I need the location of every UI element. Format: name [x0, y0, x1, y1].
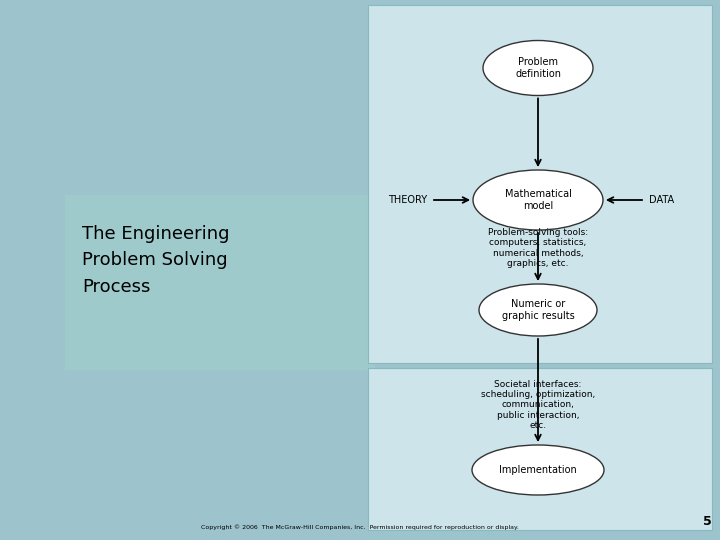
Ellipse shape — [473, 170, 603, 230]
Text: Copyright © 2006  The McGraw-Hill Companies, Inc.  Permission required for repro: Copyright © 2006 The McGraw-Hill Compani… — [201, 524, 519, 530]
Text: Implementation: Implementation — [499, 465, 577, 475]
FancyBboxPatch shape — [65, 195, 375, 370]
Ellipse shape — [479, 284, 597, 336]
FancyBboxPatch shape — [368, 368, 712, 530]
Ellipse shape — [472, 445, 604, 495]
Text: Mathematical
model: Mathematical model — [505, 189, 572, 211]
Text: DATA: DATA — [649, 195, 674, 205]
Text: Societal interfaces:
scheduling, optimization,
communication,
public interaction: Societal interfaces: scheduling, optimiz… — [481, 380, 595, 430]
FancyBboxPatch shape — [368, 5, 712, 363]
Ellipse shape — [483, 40, 593, 96]
Text: Numeric or
graphic results: Numeric or graphic results — [502, 299, 575, 321]
Text: 5: 5 — [703, 515, 712, 528]
Text: Problem-solving tools:
computers, statistics,
numerical methods,
graphics, etc.: Problem-solving tools: computers, statis… — [488, 228, 588, 268]
Text: THEORY: THEORY — [388, 195, 427, 205]
Text: Problem
definition: Problem definition — [515, 57, 561, 79]
Text: The Engineering
Problem Solving
Process: The Engineering Problem Solving Process — [82, 225, 230, 296]
